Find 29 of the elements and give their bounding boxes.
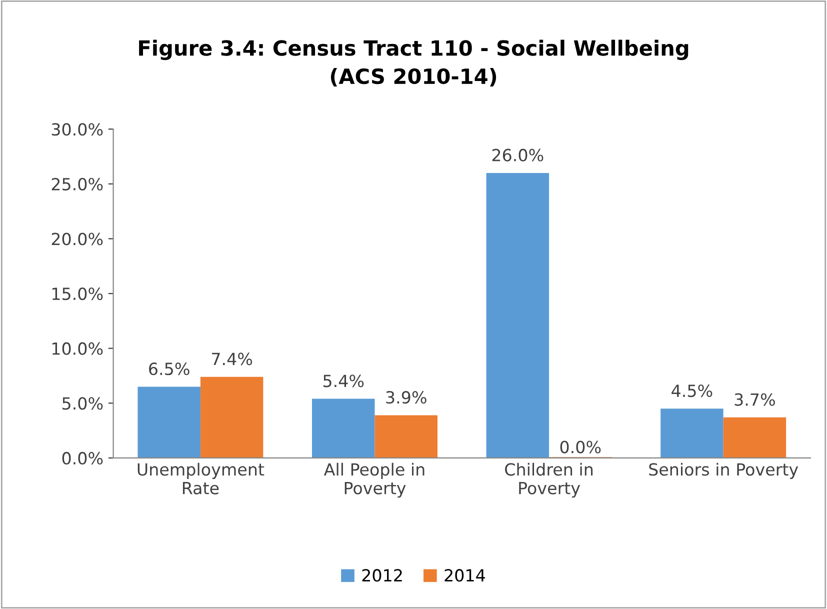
bar bbox=[200, 376, 264, 458]
y-tick-label: 10.0% bbox=[52, 342, 103, 355]
data-label: 6.5% bbox=[149, 362, 190, 376]
data-label: 4.5% bbox=[672, 384, 712, 398]
bar bbox=[660, 408, 724, 458]
y-tick-label: 15.0% bbox=[52, 288, 103, 300]
y-tick-label: 5.0% bbox=[62, 397, 103, 410]
data-label: 0.0% bbox=[560, 440, 601, 454]
bar bbox=[138, 386, 200, 458]
data-label: 3.9% bbox=[386, 391, 426, 404]
x-tick-label: All People in Poverty bbox=[324, 462, 424, 498]
legend-label: 2012 bbox=[362, 569, 402, 582]
bar bbox=[486, 172, 550, 458]
y-tick-label: 25.0% bbox=[52, 178, 103, 190]
data-label: 3.7% bbox=[734, 393, 775, 406]
y-tick-label: 30.0% bbox=[52, 123, 103, 136]
data-label: 5.4% bbox=[323, 374, 364, 388]
bar bbox=[312, 398, 375, 458]
x-tick-label: Unemployment Rate bbox=[138, 462, 264, 494]
bar bbox=[723, 417, 786, 458]
x-tick-label: Seniors in Poverty bbox=[649, 462, 798, 479]
data-label: 26.0% bbox=[492, 148, 544, 162]
data-label: 7.4% bbox=[212, 352, 252, 366]
bar bbox=[374, 415, 438, 458]
y-tick-label: 0.0% bbox=[62, 452, 103, 465]
y-tick-label: 20.0% bbox=[52, 232, 103, 246]
chart-title: Figure 3.4: Census Tract 110 - Social Wellbeing (ACS 2010-14) bbox=[139, 40, 688, 87]
legend-label: 2014 bbox=[444, 569, 485, 582]
x-tick-label: Children in Poverty bbox=[505, 462, 593, 498]
